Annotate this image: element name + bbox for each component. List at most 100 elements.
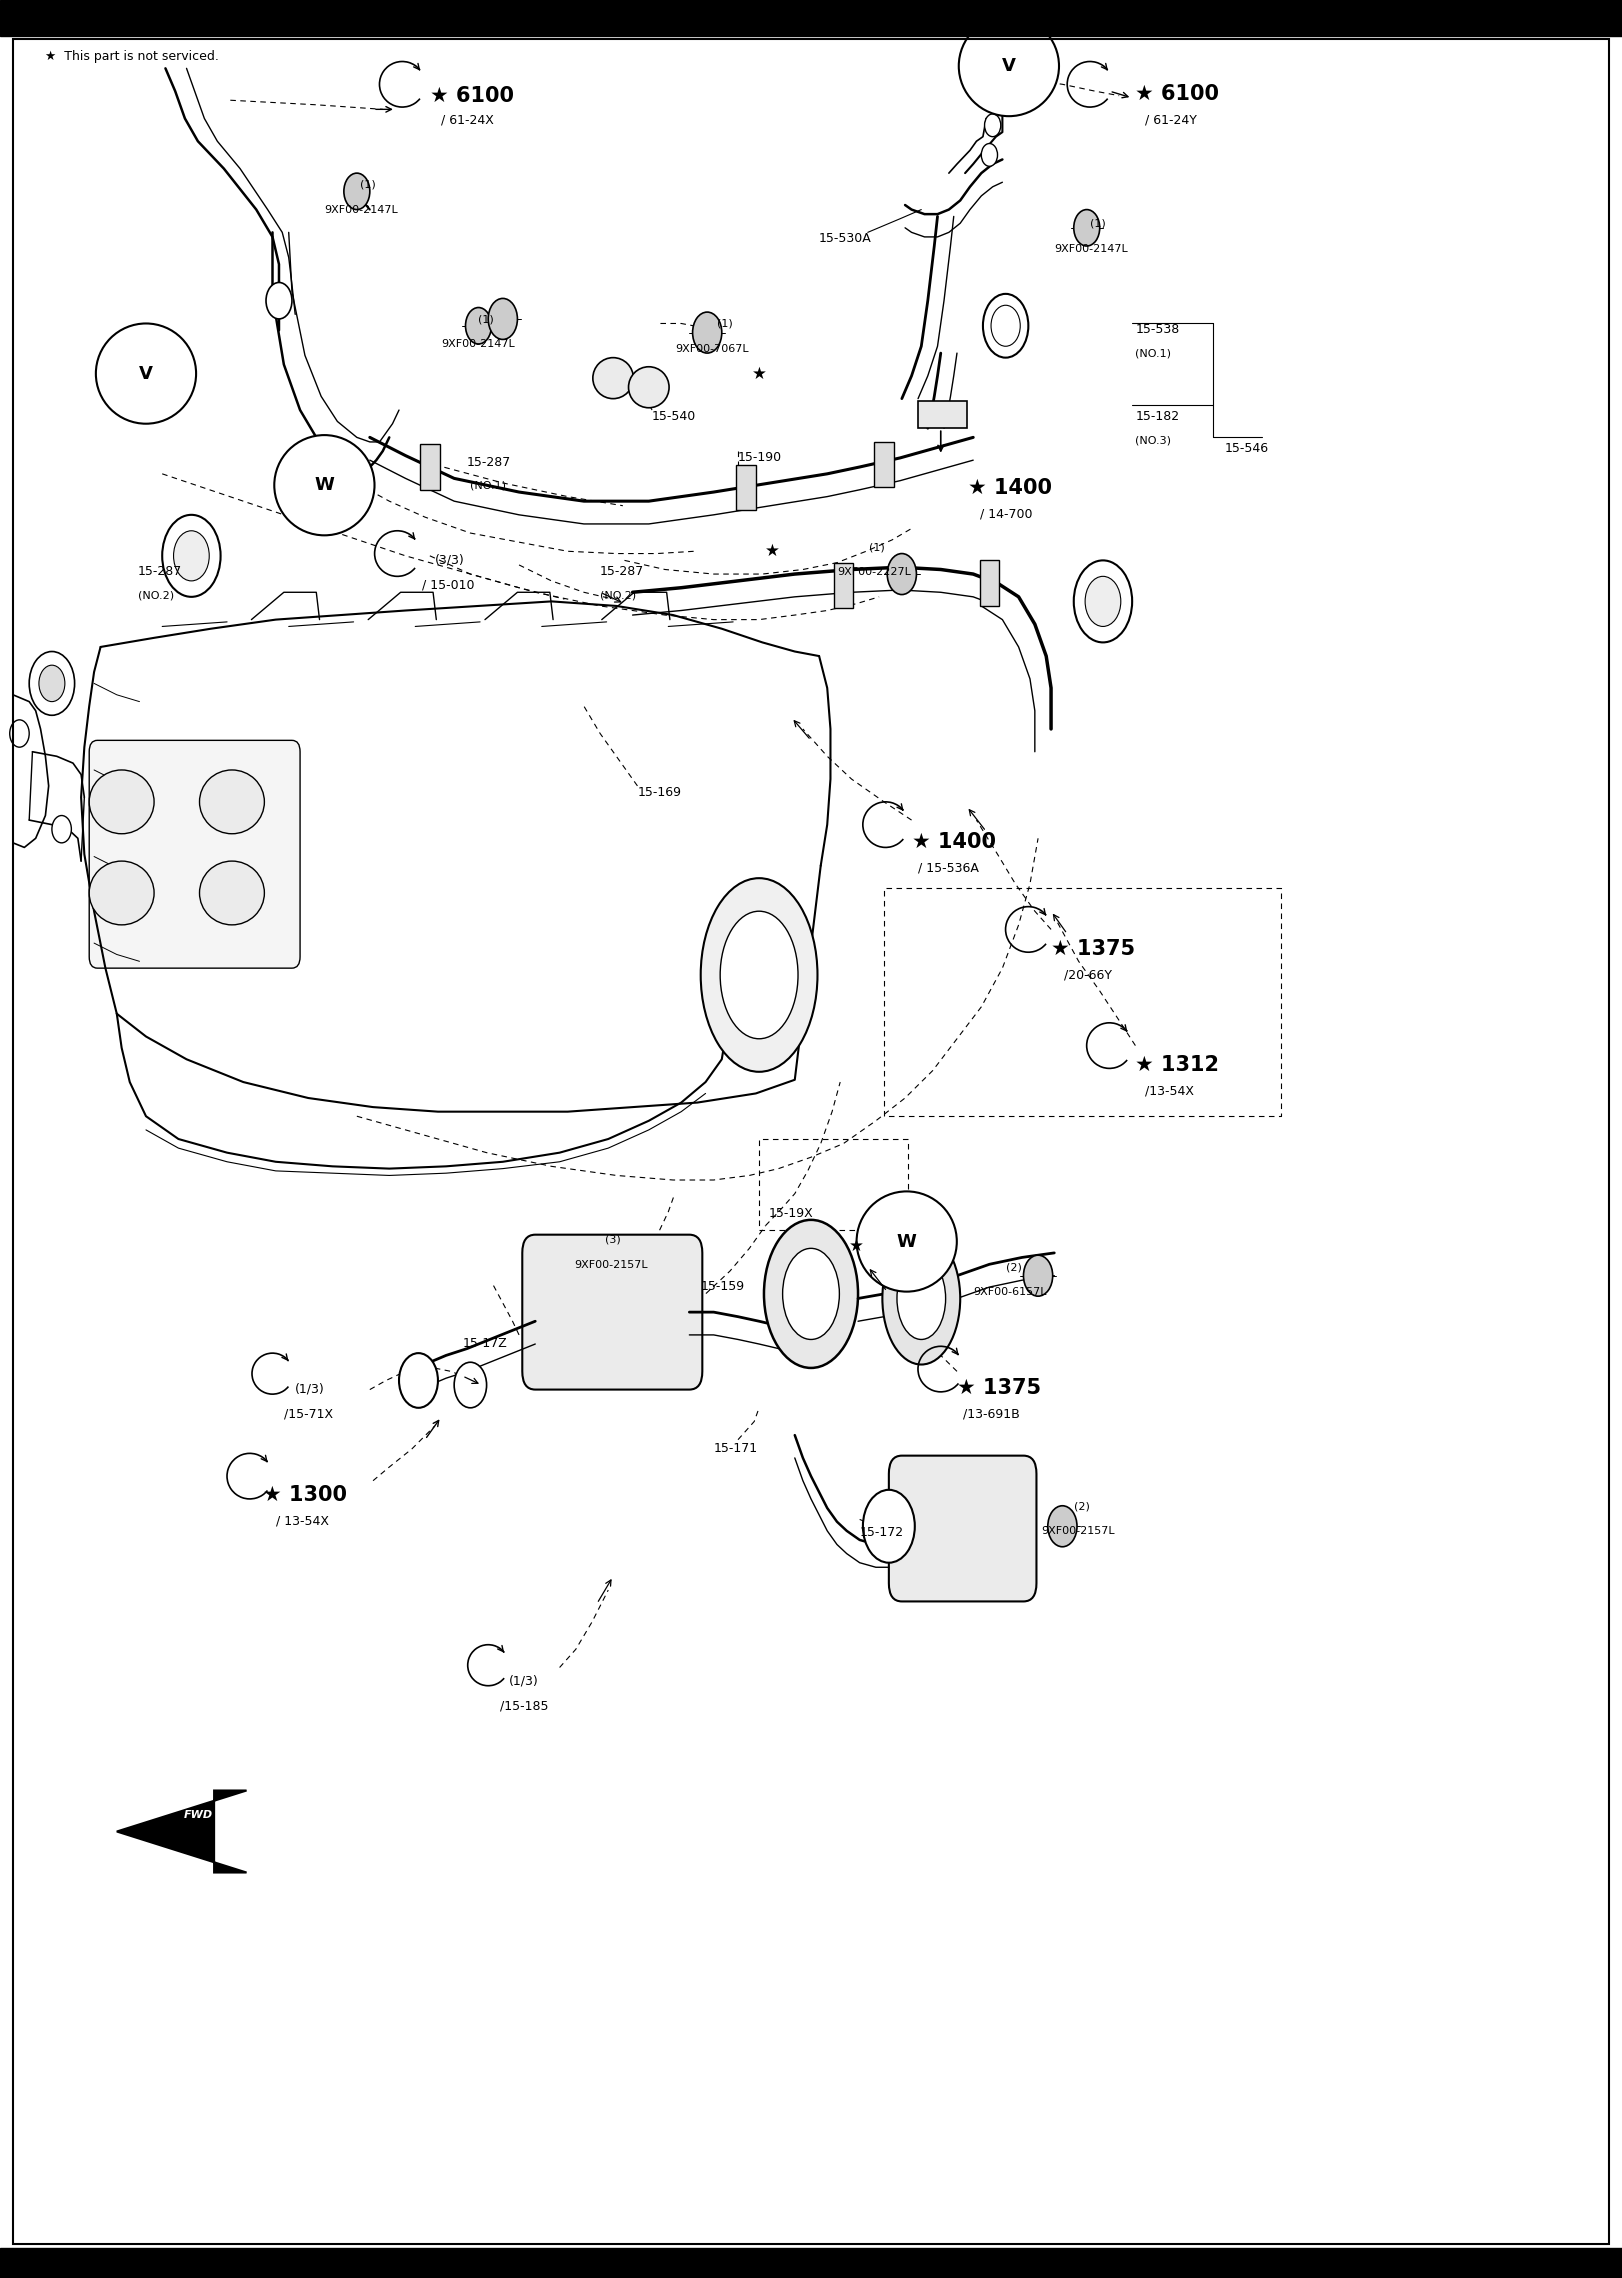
Text: 15-287: 15-287: [467, 456, 511, 469]
Ellipse shape: [89, 770, 154, 834]
FancyBboxPatch shape: [89, 740, 300, 968]
Text: FWD: FWD: [183, 1811, 212, 1820]
Circle shape: [1074, 560, 1132, 642]
Circle shape: [162, 515, 221, 597]
Ellipse shape: [274, 435, 375, 535]
Text: 15-540: 15-540: [652, 410, 696, 424]
Text: V: V: [139, 364, 152, 383]
Text: 15-171: 15-171: [714, 1442, 757, 1456]
Text: 9XF00-6157L: 9XF00-6157L: [973, 1287, 1046, 1296]
Text: V: V: [1002, 57, 1015, 75]
Circle shape: [399, 1353, 438, 1408]
Circle shape: [266, 282, 292, 319]
Ellipse shape: [96, 323, 196, 424]
Circle shape: [1048, 1506, 1077, 1547]
Text: /15-71X: /15-71X: [284, 1408, 333, 1421]
Text: (1/3): (1/3): [509, 1674, 539, 1688]
Text: (3/3): (3/3): [435, 554, 464, 567]
Text: / 15-010: / 15-010: [422, 579, 474, 592]
Text: 9XF00-2147L: 9XF00-2147L: [324, 205, 397, 214]
Text: (1): (1): [717, 319, 733, 328]
Bar: [834, 563, 853, 608]
Text: /15-185: /15-185: [500, 1699, 548, 1713]
Text: / 15-536A: / 15-536A: [918, 861, 980, 875]
Text: / 13-54X: / 13-54X: [276, 1515, 329, 1529]
Bar: [0, 2248, 1622, 2278]
Polygon shape: [117, 1791, 247, 1873]
Text: (1/3): (1/3): [295, 1383, 324, 1396]
Text: ★: ★: [764, 542, 780, 560]
Ellipse shape: [629, 367, 670, 408]
Circle shape: [983, 294, 1028, 358]
Text: ★: ★: [751, 364, 767, 383]
Text: ★ 1312: ★ 1312: [1135, 1055, 1220, 1075]
Bar: [736, 465, 756, 510]
Text: 15-159: 15-159: [701, 1280, 744, 1294]
Text: (1): (1): [360, 180, 376, 189]
Text: 15-287: 15-287: [138, 565, 182, 579]
Circle shape: [887, 554, 916, 595]
Text: 15-169: 15-169: [637, 786, 681, 800]
Ellipse shape: [782, 1248, 840, 1339]
Circle shape: [991, 305, 1020, 346]
Text: 9XF00-2147L: 9XF00-2147L: [441, 339, 514, 349]
Text: 9XF00-7067L: 9XF00-7067L: [675, 344, 748, 353]
Circle shape: [29, 652, 75, 715]
Circle shape: [39, 665, 65, 702]
Text: 15-172: 15-172: [860, 1526, 903, 1540]
Circle shape: [454, 1362, 487, 1408]
Text: (1): (1): [1090, 219, 1106, 228]
Text: W: W: [897, 1232, 916, 1251]
Ellipse shape: [856, 1191, 957, 1292]
Text: 15-19X: 15-19X: [769, 1207, 814, 1221]
Ellipse shape: [764, 1221, 858, 1367]
Circle shape: [863, 1490, 915, 1563]
Text: ★ 1300: ★ 1300: [263, 1485, 347, 1506]
Text: 15-190: 15-190: [738, 451, 782, 465]
Circle shape: [1085, 576, 1121, 626]
Circle shape: [488, 298, 517, 339]
Text: (2): (2): [1006, 1262, 1022, 1271]
Text: / 61-24Y: / 61-24Y: [1145, 114, 1197, 128]
Text: 9XF00-2147L: 9XF00-2147L: [1054, 244, 1127, 253]
Text: ★ 1400: ★ 1400: [912, 831, 996, 852]
Text: /20-66Y: /20-66Y: [1064, 968, 1113, 982]
Circle shape: [466, 308, 491, 344]
FancyBboxPatch shape: [522, 1235, 702, 1390]
Text: 9XF00-2157L: 9XF00-2157L: [1041, 1526, 1114, 1535]
Text: ★ 1400: ★ 1400: [968, 478, 1053, 499]
Circle shape: [693, 312, 722, 353]
Text: 15-538: 15-538: [1135, 323, 1179, 337]
Text: ★ 6100: ★ 6100: [430, 84, 514, 105]
Text: 9XF00-2227L: 9XF00-2227L: [837, 567, 912, 576]
Circle shape: [344, 173, 370, 210]
Bar: [0, 0, 1622, 36]
Ellipse shape: [200, 770, 264, 834]
Bar: [918, 401, 967, 428]
Ellipse shape: [720, 911, 798, 1039]
Text: (1): (1): [869, 542, 886, 551]
Text: ★ 1375: ★ 1375: [957, 1378, 1041, 1399]
Text: ★ 6100: ★ 6100: [1135, 84, 1220, 105]
Text: ★: ★: [848, 1237, 865, 1255]
Text: (NO.1): (NO.1): [470, 481, 506, 490]
Ellipse shape: [959, 16, 1059, 116]
Text: 15-546: 15-546: [1225, 442, 1268, 456]
Text: 15-530A: 15-530A: [819, 232, 873, 246]
Circle shape: [10, 720, 29, 747]
Ellipse shape: [200, 861, 264, 925]
Text: 15-287: 15-287: [600, 565, 644, 579]
Circle shape: [52, 816, 71, 843]
Text: (3): (3): [605, 1235, 621, 1244]
FancyBboxPatch shape: [889, 1456, 1036, 1601]
Text: 15-17Z: 15-17Z: [462, 1337, 508, 1351]
Ellipse shape: [897, 1257, 946, 1339]
Text: 9XF00-2157L: 9XF00-2157L: [574, 1260, 647, 1269]
Text: (2): (2): [1074, 1501, 1090, 1510]
Bar: [874, 442, 894, 487]
Ellipse shape: [89, 861, 154, 925]
Text: / 61-24X: / 61-24X: [441, 114, 495, 128]
Text: ★  This part is not serviced.: ★ This part is not serviced.: [45, 50, 219, 64]
Text: ★ 1375: ★ 1375: [1051, 939, 1135, 959]
Bar: [980, 560, 999, 606]
